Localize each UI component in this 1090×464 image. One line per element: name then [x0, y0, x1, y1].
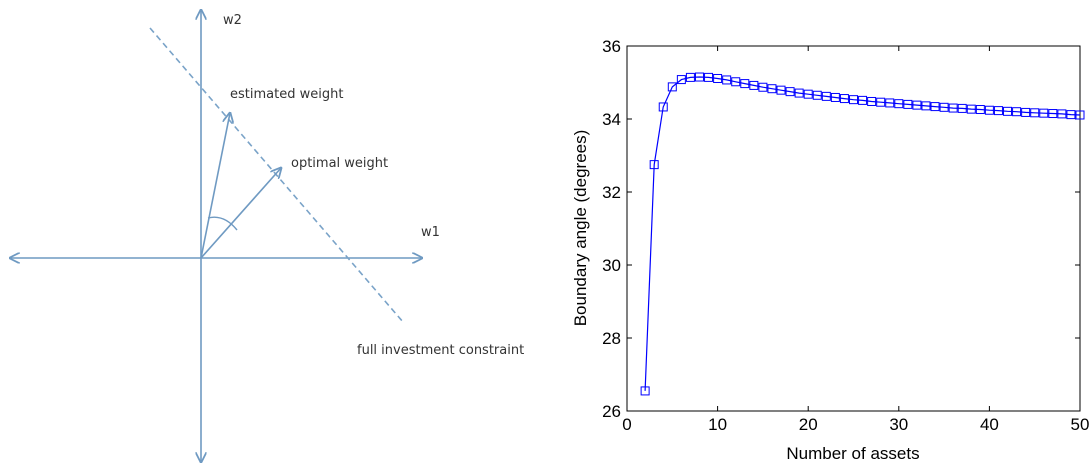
series-markers: [640, 72, 1085, 396]
x-axis-title: Number of assets: [786, 444, 919, 463]
data-point: [731, 77, 741, 87]
x-tick-label: 10: [708, 415, 727, 434]
data-point: [794, 88, 804, 98]
data-point: [867, 96, 877, 106]
estimated-weight-vector: [200, 113, 230, 259]
data-point: [749, 80, 759, 90]
data-point: [658, 102, 668, 112]
data-point: [694, 72, 704, 82]
data-point: [1075, 110, 1085, 120]
x-tick-label: 0: [622, 415, 631, 434]
w2-label: w2: [223, 13, 242, 28]
data-point: [722, 75, 732, 85]
data-point: [667, 82, 677, 92]
full-investment-constraint-line: [149, 27, 404, 323]
data-point: [912, 100, 922, 110]
data-point: [758, 82, 768, 92]
data-point: [803, 89, 813, 99]
data-point: [948, 103, 958, 113]
data-point: [821, 91, 831, 101]
data-point: [894, 99, 904, 109]
data-point: [839, 94, 849, 104]
data-point: [885, 98, 895, 108]
data-point: [1030, 108, 1040, 118]
data-point: [785, 87, 795, 97]
optimal-weight-vector: [200, 168, 281, 259]
data-point: [1012, 107, 1022, 117]
data-point: [966, 104, 976, 114]
data-point: [704, 72, 714, 82]
y-tick-label: 32: [602, 183, 621, 202]
data-point: [1039, 108, 1049, 118]
data-point: [1066, 110, 1076, 120]
data-point: [984, 105, 994, 115]
y-tick-label: 34: [602, 110, 621, 129]
estimated-weight-label: estimated weight: [230, 87, 343, 102]
data-point: [776, 85, 786, 95]
data-point: [930, 102, 940, 112]
y-tick-label: 28: [602, 329, 621, 348]
data-point: [957, 103, 967, 113]
weight-diagram: w2 w1 estimated weight optimal weight fu…: [10, 10, 524, 462]
data-point: [1003, 106, 1013, 116]
data-point: [830, 92, 840, 102]
boundary-angle-chart: 0 10 20 30 40 50 26 28 30 32 34 36 Number of assets…: [571, 37, 1089, 463]
plot-frame: [626, 45, 1081, 412]
optimal-weight-label: optimal weight: [291, 156, 388, 171]
y-tick-label: 30: [602, 256, 621, 275]
full-investment-constraint-label: full investment constraint: [357, 343, 524, 358]
axis-ticks: [626, 45, 1081, 412]
y-tick-label: 36: [602, 37, 621, 56]
data-point: [876, 97, 886, 107]
data-point: [858, 95, 868, 105]
data-point: [1057, 109, 1067, 119]
w1-label: w1: [421, 225, 440, 240]
data-point: [767, 84, 777, 94]
data-point: [812, 90, 822, 100]
data-point: [993, 106, 1003, 116]
data-point: [975, 105, 985, 115]
data-point: [676, 75, 686, 85]
data-point: [1021, 107, 1031, 117]
data-point: [649, 160, 659, 170]
x-tick-label: 20: [799, 415, 818, 434]
data-point: [740, 79, 750, 89]
series-line: [644, 76, 1081, 391]
data-point: [685, 72, 695, 82]
x-tick-label: 40: [980, 415, 999, 434]
data-point: [640, 386, 650, 396]
data-point: [849, 95, 858, 105]
y-axis-title: Boundary angle (degrees): [571, 130, 590, 327]
angle-arc: [207, 216, 238, 231]
data-point: [939, 102, 949, 112]
data-point: [903, 99, 913, 109]
x-tick-label: 30: [889, 415, 908, 434]
data-point: [1048, 109, 1058, 119]
data-point: [921, 101, 931, 111]
axis-tick-labels: 0 10 20 30 40 50 26 28 30 32 34 36: [602, 37, 1089, 434]
data-point: [713, 73, 723, 83]
y-tick-label: 26: [602, 402, 621, 421]
x-tick-label: 50: [1071, 415, 1090, 434]
